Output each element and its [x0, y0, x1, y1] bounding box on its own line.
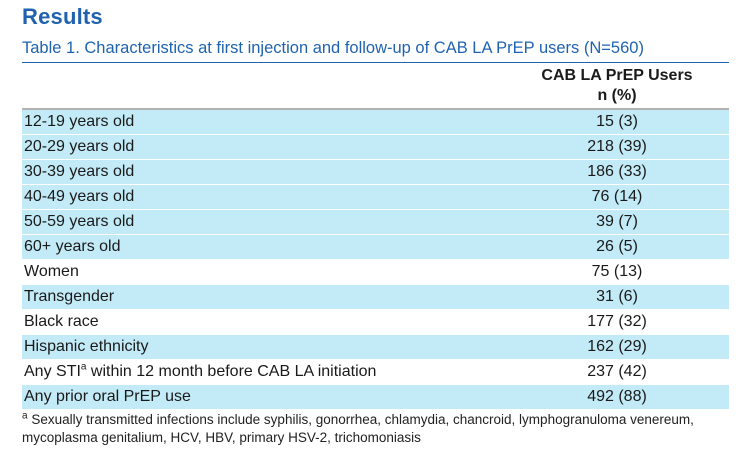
table-row: 12-19 years old 15 (3)	[22, 108, 729, 135]
row-label-text: within 12 month before CAB LA initiation	[86, 363, 377, 380]
footnote-ref-marker: a	[80, 361, 87, 373]
row-label: Hispanic ethnicity	[22, 334, 505, 360]
row-value: 15 (3)	[505, 108, 729, 135]
row-label: Any STIa within 12 month before CAB LA i…	[22, 359, 505, 385]
row-label-text: Any prior oral PrEP use	[24, 388, 191, 405]
value-column-header-line1: CAB LA PrEP Users	[541, 67, 693, 84]
row-value: 75 (13)	[505, 259, 729, 285]
table-row: Black race 177 (32)	[22, 309, 729, 335]
row-label-text: Transgender	[24, 288, 115, 305]
table-row: Transgender 31 (6)	[22, 284, 729, 310]
row-label: Any prior oral PrEP use	[22, 384, 505, 409]
row-value: 26 (5)	[505, 234, 729, 260]
row-label-text: Black race	[24, 313, 99, 330]
row-label: 50-59 years old	[22, 209, 505, 235]
value-column-header: CAB LA PrEP Users n (%)	[505, 64, 729, 109]
row-label-text: Women	[24, 263, 79, 280]
row-value: 492 (88)	[505, 384, 729, 409]
row-label: 20-29 years old	[22, 134, 505, 160]
row-label: 40-49 years old	[22, 184, 505, 210]
caption-divider	[22, 62, 729, 63]
row-label-text: 12-19 years old	[24, 113, 135, 130]
table-row: 40-49 years old 76 (14)	[22, 184, 729, 210]
row-value: 31 (6)	[505, 284, 729, 310]
row-label: Women	[22, 259, 505, 285]
row-label-text: 50-59 years old	[24, 213, 135, 230]
table-caption: Table 1. Characteristics at first inject…	[22, 39, 644, 57]
row-value: 218 (39)	[505, 134, 729, 160]
row-value: 177 (32)	[505, 309, 729, 335]
footnote-marker: a	[22, 410, 28, 422]
row-label: Black race	[22, 309, 505, 335]
row-label: 12-19 years old	[22, 108, 505, 135]
footnote: a Sexually transmitted infections includ…	[22, 411, 732, 447]
table-row: 60+ years old 26 (5)	[22, 234, 729, 260]
results-heading: Results	[22, 4, 103, 29]
row-label-text: 20-29 years old	[24, 138, 135, 155]
row-value: 186 (33)	[505, 159, 729, 185]
table-row: 20-29 years old 218 (39)	[22, 134, 729, 160]
row-label-text: Any STI	[24, 363, 81, 380]
table-header-row: CAB LA PrEP Users n (%)	[22, 64, 729, 109]
row-label-text: 40-49 years old	[24, 188, 135, 205]
table-row: Any prior oral PrEP use 492 (88)	[22, 384, 729, 409]
row-label: 60+ years old	[22, 234, 505, 260]
row-label-text: 60+ years old	[24, 238, 121, 255]
row-value: 162 (29)	[505, 334, 729, 360]
table-row: Any STIa within 12 month before CAB LA i…	[22, 359, 729, 385]
row-label-text: Hispanic ethnicity	[24, 338, 149, 355]
row-value: 76 (14)	[505, 184, 729, 210]
row-value: 237 (42)	[505, 359, 729, 385]
row-label: 30-39 years old	[22, 159, 505, 185]
value-column-header-line2: n (%)	[597, 87, 637, 104]
footnote-text: Sexually transmitted infections include …	[22, 412, 694, 445]
table-row: 30-39 years old 186 (33)	[22, 159, 729, 185]
table-row: Women 75 (13)	[22, 259, 729, 285]
row-value: 39 (7)	[505, 209, 729, 235]
label-column-header	[22, 64, 505, 109]
row-label: Transgender	[22, 284, 505, 310]
characteristics-table: CAB LA PrEP Users n (%) 12-19 years old 1…	[22, 64, 729, 409]
table-row: 50-59 years old 39 (7)	[22, 209, 729, 235]
row-label-text: 30-39 years old	[24, 163, 135, 180]
table-row: Hispanic ethnicity 162 (29)	[22, 334, 729, 360]
table-body: 12-19 years old 15 (3) 20-29 years old 218 …	[22, 108, 729, 409]
